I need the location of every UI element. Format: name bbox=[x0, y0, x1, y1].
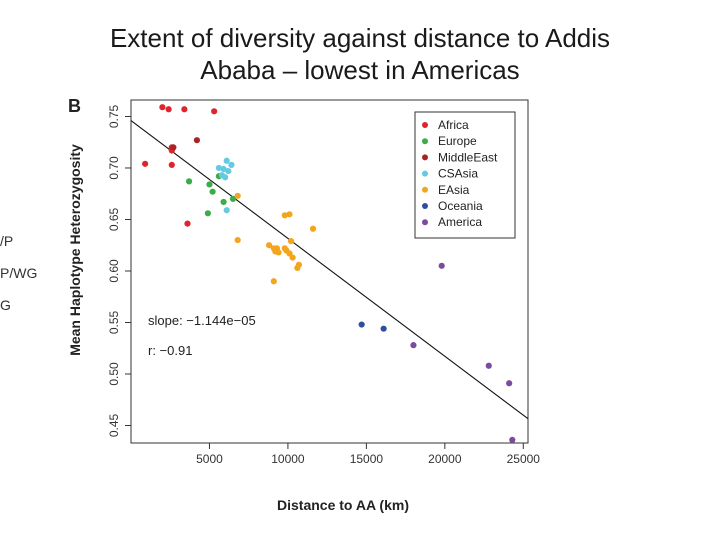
series-easia bbox=[234, 192, 317, 285]
x-tick-label: 5000 bbox=[196, 452, 223, 466]
legend-swatch bbox=[422, 154, 428, 161]
legend-label: EAsia bbox=[438, 183, 470, 197]
data-point-europe bbox=[229, 195, 237, 202]
y-tick-label: 0.50 bbox=[107, 362, 121, 386]
data-point-europe bbox=[220, 198, 227, 206]
y-tick-label: 0.75 bbox=[107, 104, 121, 128]
panel-label: B bbox=[68, 96, 81, 116]
data-point-africa bbox=[181, 106, 188, 113]
legend-label: CSAsia bbox=[438, 167, 478, 181]
legend-label: Africa bbox=[438, 118, 469, 132]
data-point-middleeast bbox=[193, 137, 201, 144]
slide-title-line-1: Extent of diversity against distance to … bbox=[109, 23, 611, 53]
y-tick-label: 0.45 bbox=[107, 413, 121, 437]
left-fragment-3: G bbox=[0, 297, 11, 313]
data-point-africa bbox=[184, 220, 191, 227]
data-point-csasia bbox=[228, 161, 235, 168]
x-tick-label: 10000 bbox=[271, 452, 305, 466]
data-point-csasia bbox=[223, 157, 230, 164]
x-tick-label: 15000 bbox=[350, 452, 384, 466]
legend-label: America bbox=[438, 215, 482, 229]
legend-swatch bbox=[422, 122, 428, 128]
series-csasia bbox=[215, 157, 235, 214]
series-america bbox=[410, 262, 516, 444]
data-point-africa bbox=[159, 104, 166, 111]
data-point-easia bbox=[234, 192, 241, 199]
data-point-africa bbox=[142, 160, 149, 167]
legend-label: Europe bbox=[438, 134, 477, 148]
legend-box bbox=[414, 111, 516, 239]
series-middleeast bbox=[170, 137, 201, 151]
data-point-easia bbox=[309, 225, 317, 232]
slide-title-line-2: Ababa – lowest in Americas bbox=[200, 55, 520, 85]
data-point-csasia bbox=[215, 164, 222, 172]
left-fragment-1: /P bbox=[0, 233, 14, 249]
y-tick-label: 0.65 bbox=[107, 207, 121, 231]
data-point-america bbox=[438, 262, 445, 269]
series-africa bbox=[142, 104, 218, 227]
legend-swatch bbox=[422, 138, 428, 145]
data-point-europe bbox=[204, 210, 211, 217]
data-point-middleeast bbox=[170, 144, 177, 151]
y-axis-title: Mean Haplotype Heterozygosity bbox=[67, 144, 83, 356]
data-point-europe bbox=[185, 178, 193, 185]
data-point-csasia bbox=[225, 167, 232, 175]
legend-label: Oceania bbox=[438, 199, 483, 213]
data-point-america bbox=[509, 436, 516, 444]
data-point-america bbox=[485, 362, 492, 369]
data-point-easia bbox=[275, 249, 282, 256]
slope-annotation: slope: −1.144e−05 bbox=[148, 313, 256, 328]
data-point-easia bbox=[234, 236, 241, 244]
data-point-csasia bbox=[222, 174, 229, 181]
data-point-america bbox=[506, 380, 513, 387]
data-point-easia bbox=[287, 238, 295, 245]
legend-swatch bbox=[422, 203, 428, 209]
data-point-oceania bbox=[358, 321, 365, 328]
series-europe bbox=[185, 173, 237, 217]
data-point-oceania bbox=[380, 325, 387, 332]
data-point-easia bbox=[283, 247, 290, 254]
slide-title: Extent of diversity against distance to … bbox=[60, 22, 660, 86]
data-point-america bbox=[410, 342, 417, 349]
legend-swatch bbox=[422, 170, 428, 177]
legend-swatch bbox=[422, 186, 428, 193]
data-point-easia bbox=[286, 211, 293, 218]
x-axis-title: Distance to AA (km) bbox=[277, 497, 409, 513]
left-fragment-2: P/WG bbox=[0, 265, 38, 281]
regression-line bbox=[130, 120, 529, 420]
data-point-europe bbox=[206, 181, 213, 188]
legend-swatch bbox=[422, 219, 428, 226]
data-point-africa bbox=[211, 108, 218, 115]
data-point-easia bbox=[281, 212, 288, 219]
data-point-easia bbox=[289, 254, 296, 261]
x-tick-label: 20000 bbox=[428, 452, 462, 466]
data-point-africa bbox=[168, 161, 175, 168]
series-oceania bbox=[358, 321, 387, 332]
y-tick-label: 0.70 bbox=[107, 156, 121, 180]
y-tick-label: 0.55 bbox=[107, 310, 121, 334]
data-point-csasia bbox=[220, 165, 227, 173]
data-point-africa bbox=[165, 106, 172, 113]
x-tick-label: 25000 bbox=[507, 452, 541, 466]
data-point-easia bbox=[265, 242, 273, 249]
data-point-easia bbox=[270, 278, 277, 285]
y-tick-label: 0.60 bbox=[107, 259, 121, 283]
data-point-csasia bbox=[223, 207, 230, 214]
r-annotation: r: −0.91 bbox=[148, 343, 192, 358]
legend-label: MiddleEast bbox=[438, 150, 498, 164]
data-point-easia bbox=[294, 264, 301, 271]
plot-frame bbox=[130, 99, 529, 444]
data-point-europe bbox=[209, 188, 216, 195]
